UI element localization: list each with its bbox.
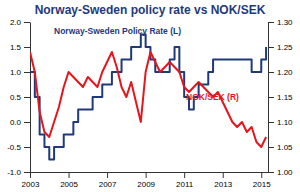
tick-label: 2003 [22,180,40,189]
y-axis-right: 1.00 1.05 1.10 1.15 1.20 1.25 1.30 [268,18,293,177]
legend-label: Norway-Sweden Policy Rate (L) [54,26,181,36]
tick: 2013 [214,172,232,189]
tick-mark [184,172,185,178]
tick: 1.15 [268,93,293,102]
tick-label: 0.5 [10,93,22,102]
tick-label: 2009 [137,180,155,189]
tick-mark [146,172,147,178]
tick-label: 1.30 [277,18,293,27]
tick: 1.00 [268,168,293,177]
tick-mark [24,122,30,123]
tick-label: -1.0 [7,168,21,177]
tick-mark [268,47,274,48]
axis-line [30,23,31,173]
tick-mark [268,22,274,23]
tick: 2015 [253,172,271,189]
tick: 0.0 [10,118,30,127]
tick-mark [107,172,108,178]
tick: 2003 [22,172,40,189]
axis-line [31,172,269,173]
tick-label: 2007 [99,180,117,189]
tick-label: 2.0 [10,18,22,27]
tick: -0.5 [7,143,30,152]
tick-label: 1.20 [277,68,293,77]
tick-mark [268,72,274,73]
x-axis: 2003 2005 2007 2009 2011 2013 2015 [22,172,272,189]
tick-label: -0.5 [7,143,21,152]
tick: 1.5 [10,43,30,52]
series-line [30,52,266,147]
tick-mark [223,172,224,178]
tick: 2011 [176,172,194,189]
tick-mark [30,172,31,178]
tick: 2009 [137,172,155,189]
tick-label: 1.0 [10,68,22,77]
tick: 2007 [99,172,117,189]
plot-area [30,35,266,160]
tick-mark [24,147,30,148]
tick-label: 0.0 [10,118,22,127]
tick-mark [268,122,274,123]
tick-mark [69,172,70,178]
y-axis-left: -1.0 -0.5 0.0 0.5 1.0 1.5 2.0 [7,18,30,177]
title: Norway-Sweden policy rate vs NOK/SEK [35,3,266,17]
tick-mark [24,72,30,73]
tick-label: 2013 [214,180,232,189]
tick: 1.0 [10,68,30,77]
tick: 1.20 [268,68,293,77]
tick-label: 1.15 [277,93,293,102]
tick-label: 1.10 [277,118,293,127]
tick-mark [24,22,30,23]
tick-label: 1.25 [277,43,293,52]
tick-mark [24,172,30,173]
legend-label: NOK/SEK (R) [186,92,239,102]
tick-mark [24,47,30,48]
tick-mark [268,172,274,173]
tick-label: 1.00 [277,168,293,177]
tick: 1.05 [268,143,293,152]
tick-label: 2011 [176,180,194,189]
tick-mark [261,172,262,178]
series-line [30,35,266,160]
tick: 1.30 [268,18,293,27]
tick-label: 2005 [60,180,78,189]
tick-label: 1.05 [277,143,293,152]
tick-mark [268,97,274,98]
tick: 2.0 [10,18,30,27]
tick: -1.0 [7,168,30,177]
tick: 2005 [60,172,78,189]
tick-mark [24,97,30,98]
tick-label: 2015 [253,180,271,189]
chart: Norway-Sweden policy rate vs NOK/SEK 2003… [0,0,300,192]
tick-mark [268,147,274,148]
tick: 1.25 [268,43,293,52]
tick: 1.10 [268,118,293,127]
tick-label: 1.5 [10,43,22,52]
tick: 0.5 [10,93,30,102]
